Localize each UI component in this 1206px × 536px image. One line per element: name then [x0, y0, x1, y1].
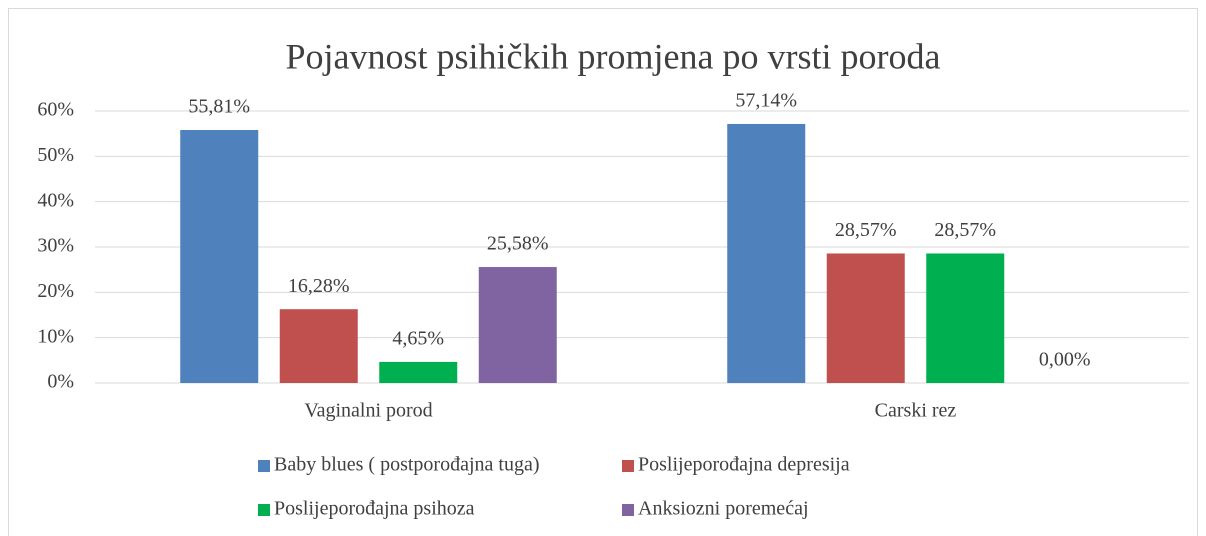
legend-swatch [258, 460, 270, 472]
data-label: 55,81% [188, 96, 250, 118]
bar [279, 309, 358, 383]
bar [926, 253, 1005, 383]
data-label: 28,57% [934, 219, 996, 241]
data-label: 57,14% [735, 90, 797, 112]
legend-label: Poslijeporođajna depresija [638, 454, 850, 476]
x-tick-label: Carski rez [875, 400, 957, 422]
y-tick-label: 30% [37, 235, 74, 257]
legend-label: Anksiozni poremećaj [638, 498, 809, 520]
chart-title: Pojavnost psihičkih promjena po vrsti po… [286, 36, 941, 76]
legend-label: Poslijeporođajna psihoza [274, 498, 475, 520]
y-tick-label: 60% [37, 99, 74, 121]
x-tick-label: Vaginalni porod [304, 400, 432, 422]
legend-label: Baby blues ( postporođajna tuga) [274, 454, 540, 476]
bar [180, 129, 259, 383]
bar [826, 253, 905, 383]
y-tick-label: 40% [37, 189, 74, 211]
data-label: 25,58% [487, 233, 549, 255]
y-tick-label: 50% [37, 144, 74, 166]
data-label: 28,57% [835, 219, 897, 241]
y-tick-label: 10% [37, 325, 74, 347]
y-tick-label: 20% [37, 280, 74, 302]
data-label: 0,00% [1039, 349, 1091, 371]
y-tick-label: 0% [47, 371, 74, 393]
data-label: 4,65% [392, 328, 444, 350]
bar [727, 123, 806, 383]
bar [478, 267, 557, 383]
data-label: 16,28% [288, 275, 350, 297]
legend-swatch [622, 504, 634, 516]
legend-swatch [258, 504, 270, 516]
legend-swatch [622, 460, 634, 472]
bar [379, 361, 458, 383]
